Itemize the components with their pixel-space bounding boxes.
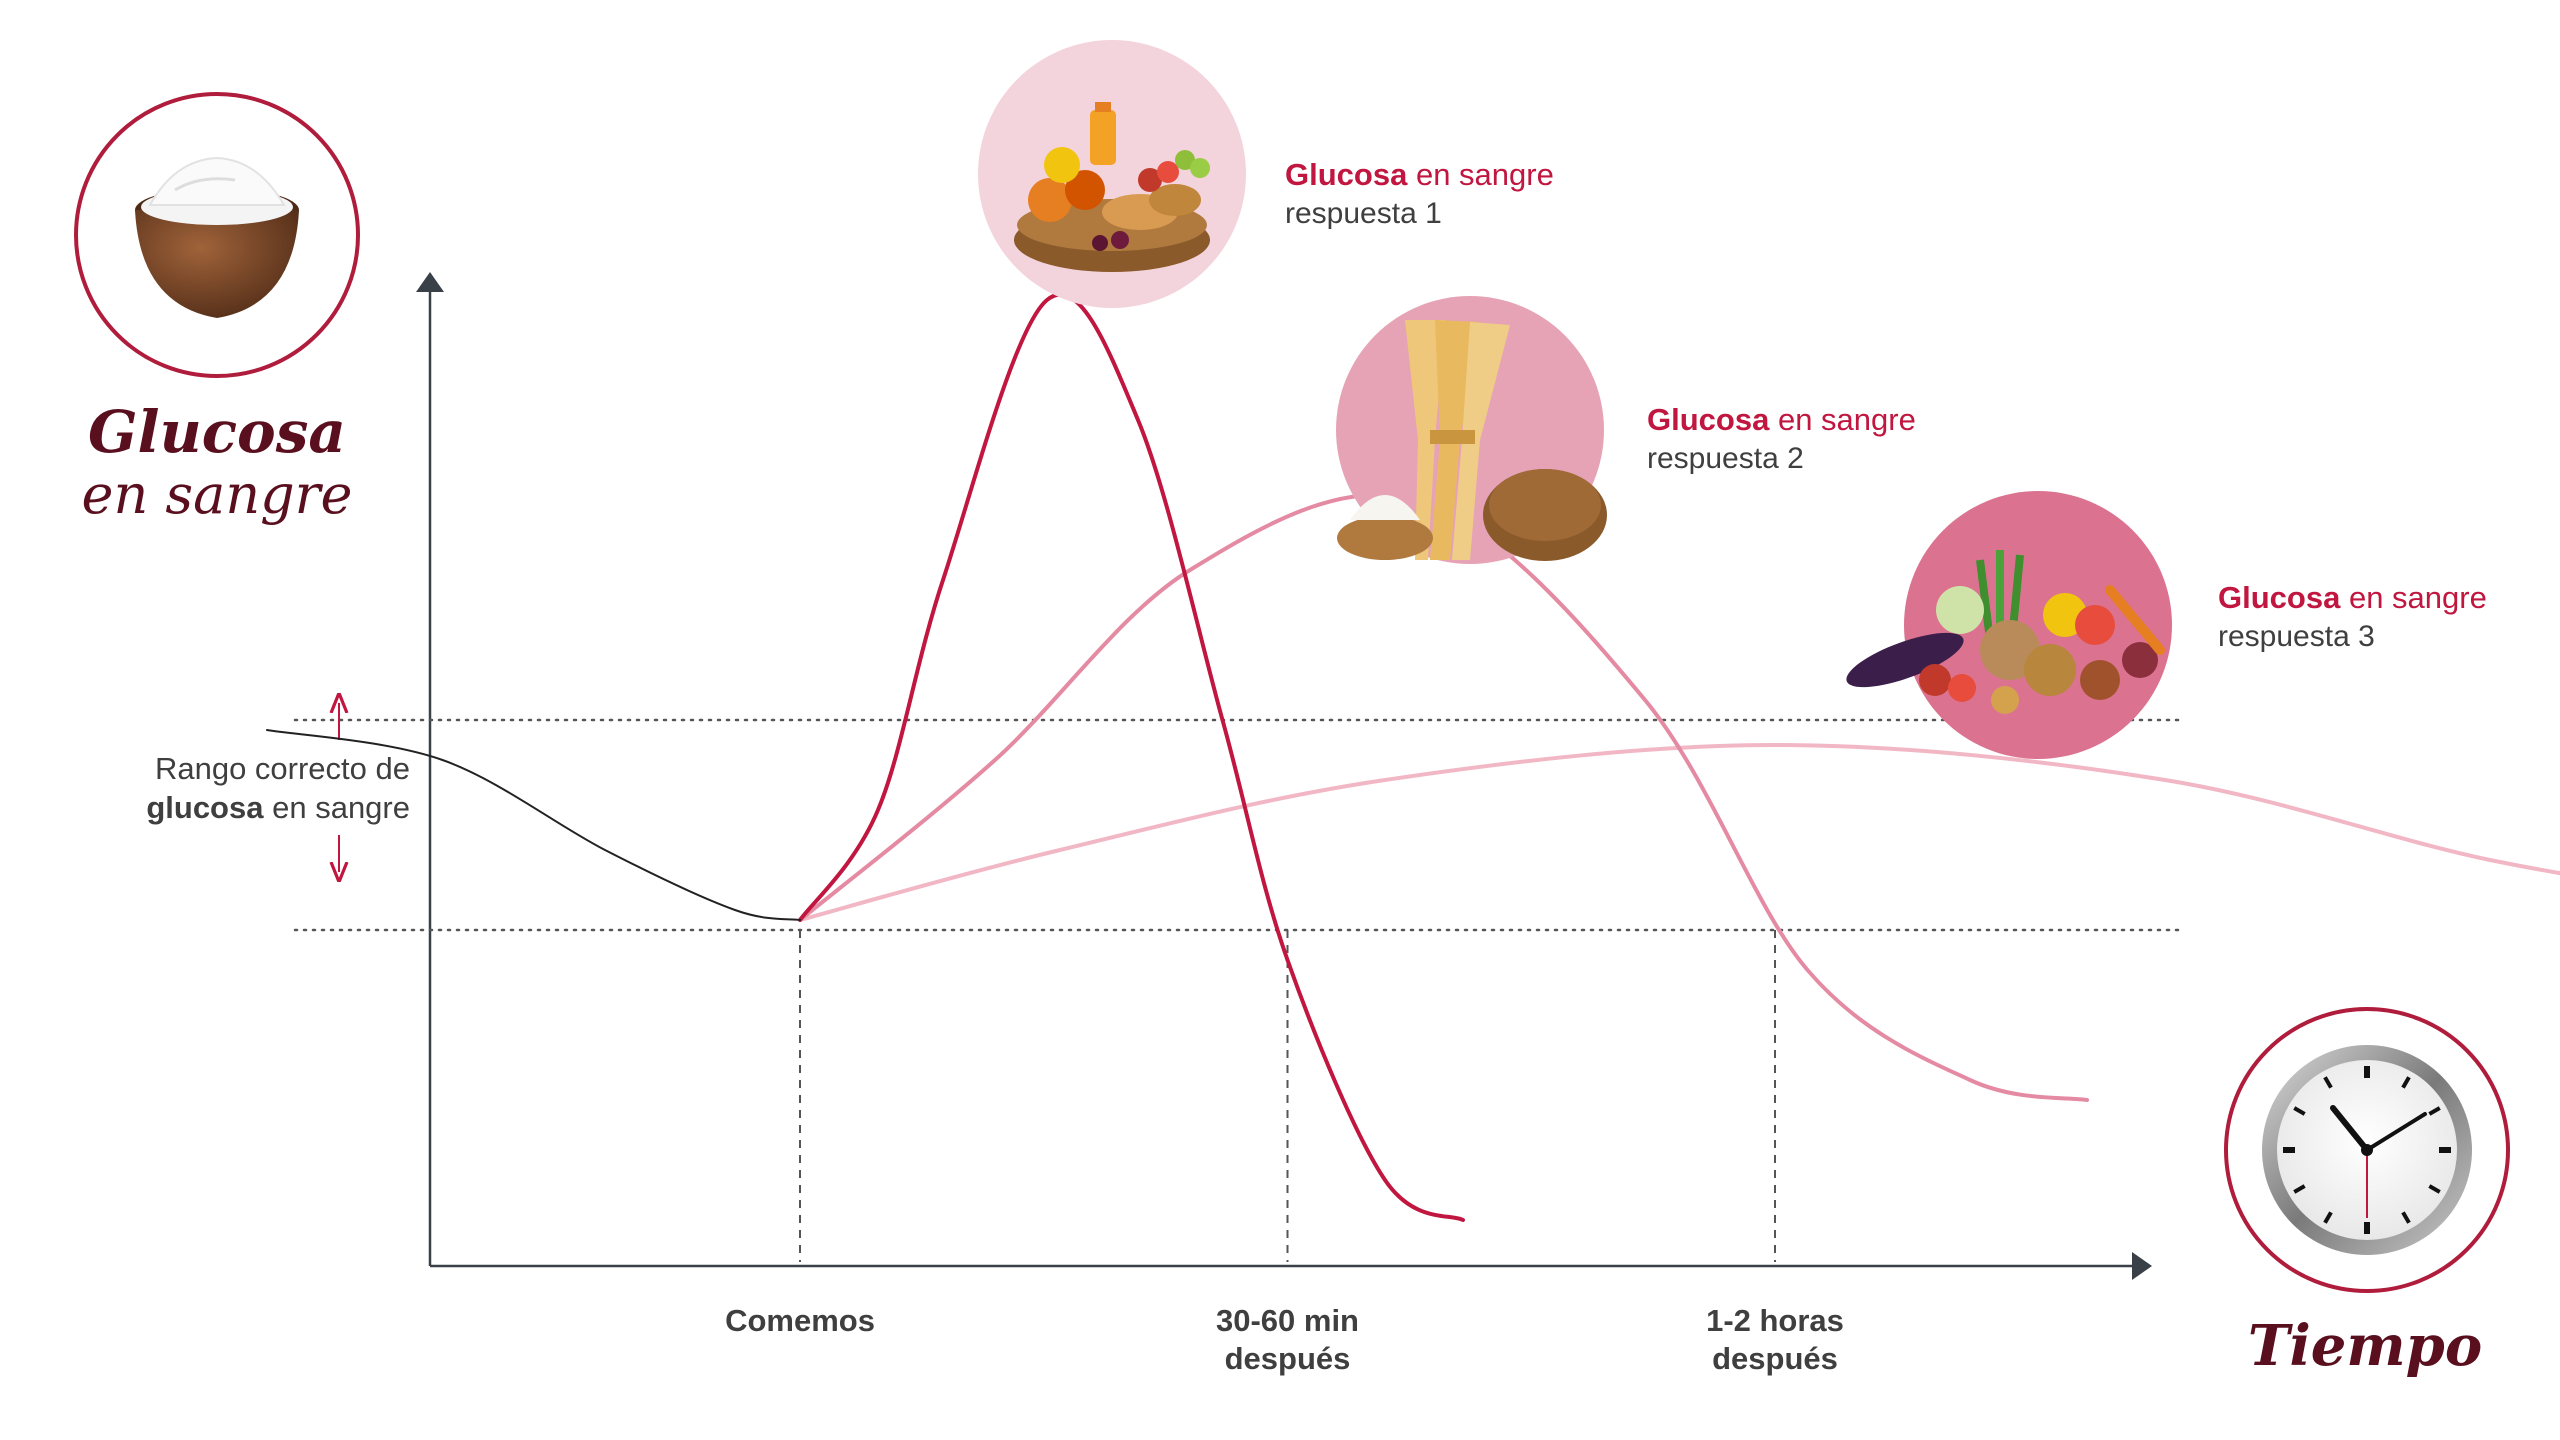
- legend-1-rest: en sangre: [1416, 157, 1554, 192]
- legend-1: Glucosa en sangre respuesta 1: [1285, 157, 1554, 230]
- range-label-bold: glucosa: [146, 790, 264, 825]
- tick-label-2-line2: después: [1225, 1341, 1351, 1376]
- series-line-resp2: [798, 492, 2089, 1102]
- legend-1-sub: respuesta 1: [1285, 197, 1442, 230]
- tick-label-3-line2: después: [1712, 1341, 1838, 1376]
- clock-hour-mark: [2401, 1211, 2411, 1224]
- legend-3-bold: Glucosa: [2218, 580, 2341, 615]
- pasta-bread-flour-icon: [1337, 320, 1607, 561]
- tick-label-3: 1-2 horas: [1706, 1303, 1844, 1338]
- normal-range-band: [293, 718, 2187, 932]
- clock-hour-mark: [2323, 1076, 2333, 1089]
- legend-2-sub: respuesta 2: [1647, 442, 1804, 475]
- food-bubble-2: [1336, 296, 1607, 564]
- tick-label-2: 30-60 min: [1216, 1303, 1359, 1338]
- series-line-resp3: [798, 742, 2560, 922]
- range-label-line1: Rango correcto de: [155, 751, 410, 786]
- clock-hour-mark: [2428, 1184, 2441, 1194]
- range-label-line2: glucosa en sangre: [146, 790, 410, 825]
- y-axis-title-line1: Glucosa: [88, 398, 346, 466]
- clock-icon: [2224, 1007, 2510, 1293]
- legend-2-bold: Glucosa: [1647, 402, 1770, 437]
- series-line-resp1: [798, 292, 1465, 1222]
- legend-3-title: Glucosa en sangre: [2218, 580, 2487, 615]
- vegetables-legumes-icon: [1846, 550, 2165, 714]
- range-label-rest: en sangre: [272, 790, 410, 825]
- x-axis-title: Tiempo: [2248, 1313, 2482, 1379]
- clock-hour-mark: [2293, 1106, 2306, 1116]
- legend-2-title: Glucosa en sangre: [1647, 402, 1916, 437]
- clock-hour-mark: [2323, 1211, 2333, 1224]
- sugar-bowl-icon: [74, 92, 360, 378]
- food-bubble-3: [1846, 491, 2172, 759]
- clock-hour-mark: [2428, 1106, 2441, 1116]
- legend-1-bold: Glucosa: [1285, 157, 1408, 192]
- y-axis: [416, 272, 444, 1266]
- clock-hour-mark: [2401, 1076, 2411, 1089]
- series-line-baseline: [266, 729, 801, 921]
- legend-2: Glucosa en sangre respuesta 2: [1647, 402, 1916, 475]
- legend-3-sub: respuesta 3: [2218, 620, 2375, 653]
- legend-2-rest: en sangre: [1778, 402, 1916, 437]
- tick-label-1: Comemos: [725, 1303, 875, 1338]
- food-bubble-1: [978, 40, 1246, 308]
- y-axis-title-line2: en sangre: [82, 463, 353, 526]
- legend-3: Glucosa en sangre respuesta 3: [2218, 580, 2487, 653]
- legend-1-title: Glucosa en sangre: [1285, 157, 1554, 192]
- legend-3-rest: en sangre: [2349, 580, 2487, 615]
- clock-hour-mark: [2293, 1184, 2306, 1194]
- x-axis: [430, 1252, 2152, 1280]
- pastries-fruit-basket-icon: [1014, 102, 1210, 272]
